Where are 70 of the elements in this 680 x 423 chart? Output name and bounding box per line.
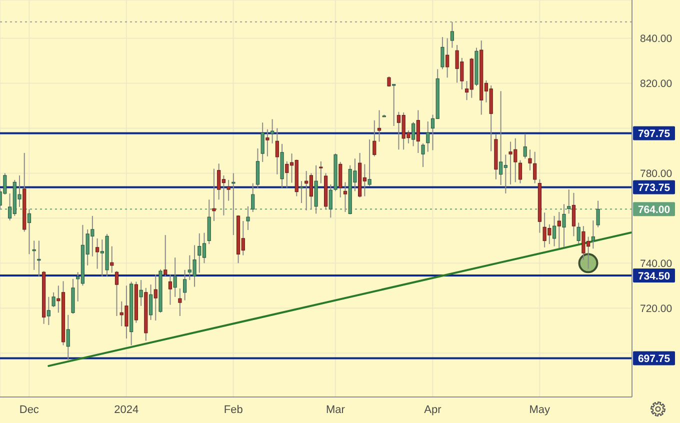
candlestick xyxy=(173,257,177,298)
candlestick xyxy=(533,151,537,184)
y-tick-label: 820.00 xyxy=(640,78,672,90)
candlestick xyxy=(270,118,274,144)
candlestick xyxy=(178,288,182,317)
candlestick xyxy=(426,120,430,152)
candlestick xyxy=(232,172,236,236)
candlestick xyxy=(139,280,143,306)
candlestick xyxy=(319,160,323,184)
candlestick xyxy=(32,240,36,270)
x-tick-label: May xyxy=(529,404,551,416)
candlestick xyxy=(562,204,566,248)
candlestick xyxy=(377,110,382,142)
candlestick xyxy=(256,148,260,189)
ref-line-label: 773.75 xyxy=(638,182,670,194)
candlestick xyxy=(37,240,41,278)
candlestick xyxy=(368,138,372,187)
ref-line-label: 797.75 xyxy=(638,128,670,140)
candlestick xyxy=(212,168,216,222)
candlestick xyxy=(52,292,56,308)
candlestick xyxy=(557,211,561,248)
candlestick xyxy=(567,189,571,214)
candlestick xyxy=(246,206,250,230)
x-tick-label: Mar xyxy=(326,404,346,416)
candlestick xyxy=(96,238,100,270)
ref-line-label: 734.50 xyxy=(638,270,670,282)
candlestick xyxy=(446,38,450,78)
candlestick xyxy=(114,270,119,317)
ref-line-label: 697.75 xyxy=(638,353,670,365)
x-tick-label: Feb xyxy=(224,404,243,416)
candlestick xyxy=(596,200,600,228)
candlestick xyxy=(343,182,348,212)
candlestick xyxy=(260,122,264,162)
candlestick xyxy=(591,220,595,250)
candlestick xyxy=(518,160,522,184)
candlestick xyxy=(207,199,211,245)
candlestick xyxy=(183,269,187,301)
y-tick-label: 840.00 xyxy=(640,32,672,45)
x-tick-label: Apr xyxy=(424,404,442,416)
candlestick xyxy=(450,21,454,48)
candlestick xyxy=(421,142,425,168)
candlestick xyxy=(552,215,556,247)
candlestick xyxy=(275,128,279,175)
ref-line-label: 764.00 xyxy=(638,204,670,216)
candlestick xyxy=(412,122,416,147)
candlestick xyxy=(27,208,32,255)
candlestick xyxy=(338,161,342,198)
y-tick-label: 720.00 xyxy=(640,302,672,315)
x-tick-label: Dec xyxy=(19,404,40,416)
candlestick xyxy=(440,36,444,70)
candlestick xyxy=(266,128,270,157)
y-tick-label: 780.00 xyxy=(640,168,672,180)
x-tick-label: 2024 xyxy=(114,404,139,416)
candlestick xyxy=(168,274,172,306)
candlestick xyxy=(300,180,304,204)
candlestick xyxy=(226,179,230,202)
candlestick xyxy=(164,234,168,277)
candlestick xyxy=(572,192,576,237)
candlestick xyxy=(523,133,527,160)
candlestick xyxy=(576,222,580,244)
candlestick xyxy=(148,284,153,320)
candlestick xyxy=(392,84,396,126)
candlestick xyxy=(416,110,420,154)
candlestick xyxy=(154,274,158,322)
candlestick xyxy=(46,296,50,326)
candlestick xyxy=(251,182,255,212)
candlestick xyxy=(528,149,532,171)
candlestick xyxy=(372,120,376,157)
y-tick-label: 740.00 xyxy=(640,258,672,270)
candlestick xyxy=(66,314,70,360)
